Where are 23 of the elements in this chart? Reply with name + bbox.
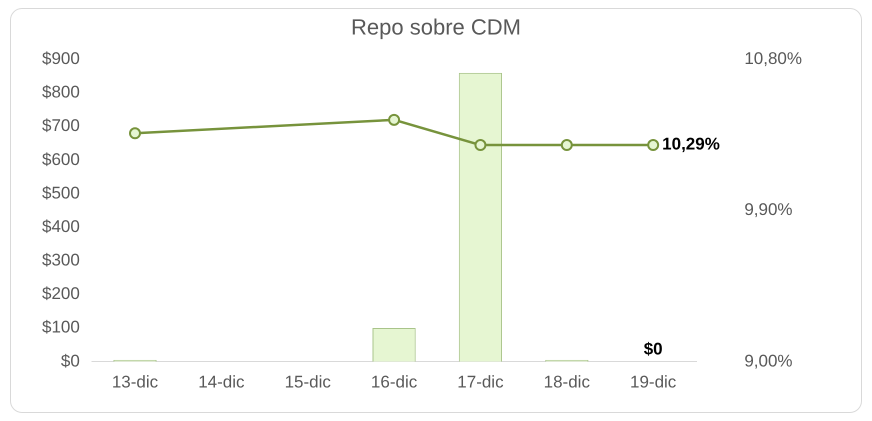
y-tick-label: $400: [42, 216, 80, 236]
y-tick-label: $700: [42, 116, 80, 136]
y-tick-label: $0: [60, 351, 80, 370]
y-tick-label: $200: [42, 284, 80, 304]
x-tick-label: 17-dic: [457, 372, 504, 392]
y-tick-label: $300: [42, 250, 80, 270]
data-label: 10,29%: [662, 134, 720, 154]
y-tick-label: $600: [42, 150, 80, 169]
y-tick-label: $500: [42, 183, 80, 202]
y-tick-label: $900: [42, 49, 80, 68]
x-tick-label: 19-dic: [630, 372, 677, 392]
x-tick-label: 18-dic: [544, 372, 590, 392]
y-tick-label: $800: [42, 82, 80, 102]
y-tick-label: $100: [42, 318, 80, 337]
x-tick-label: 16-dic: [370, 372, 418, 392]
y2-tick-label: 9,90%: [744, 200, 793, 220]
chart-title: Repo sobre CDM: [351, 14, 521, 40]
x-tick-label: 14-dic: [198, 372, 246, 392]
x-tick-label: 15-dic: [284, 372, 332, 392]
x-tick-label: 13-dic: [112, 372, 159, 392]
data-label: $0: [644, 339, 663, 358]
y2-tick-label: 9,00%: [744, 351, 793, 370]
y2-tick-label: 10,80%: [744, 49, 802, 68]
